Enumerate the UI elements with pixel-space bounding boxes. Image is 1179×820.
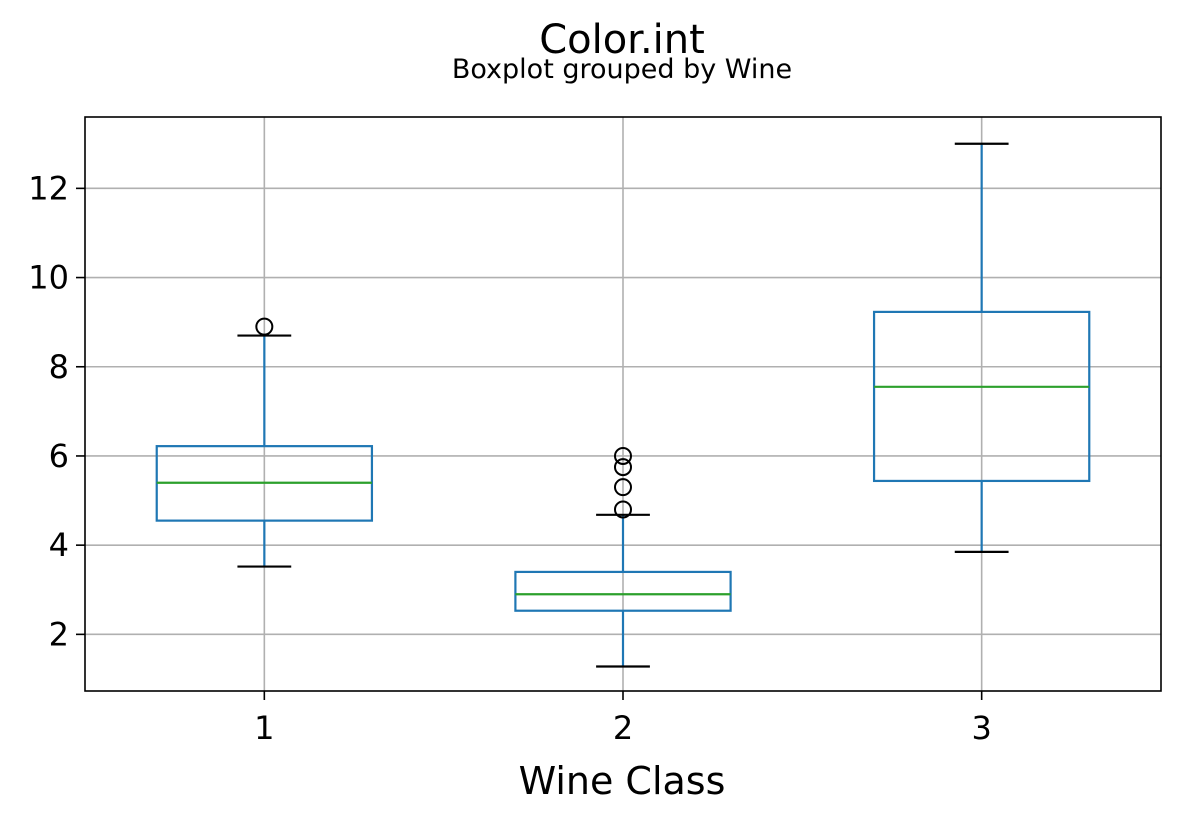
outlier-point	[614, 446, 632, 465]
x-axis-label: Wine Class	[519, 759, 726, 803]
x-tick-label: 1	[254, 709, 274, 747]
box-group-3	[872, 142, 1091, 553]
y-tick-label: 10	[28, 259, 69, 297]
grid-lines	[85, 117, 1161, 691]
boxes	[155, 142, 1091, 668]
box-group-1	[155, 317, 374, 568]
x-tick-label: 3	[971, 709, 991, 747]
outlier-point	[614, 500, 632, 519]
box-iqr	[514, 570, 732, 612]
outlier-point	[614, 458, 632, 477]
y-tick-label: 12	[28, 169, 69, 207]
outlier-point	[255, 317, 274, 336]
y-tick-label: 2	[49, 615, 69, 653]
y-tick-label: 6	[49, 437, 69, 475]
box-group-2	[514, 446, 732, 668]
chart-subtitle: Boxplot grouped by Wine	[452, 54, 792, 85]
chart-title: Color.int	[539, 17, 705, 63]
x-tick-label: 2	[613, 709, 633, 747]
y-tick-label: 8	[49, 348, 69, 386]
outlier-point	[614, 478, 632, 497]
y-tick-label: 4	[49, 526, 69, 564]
box-iqr	[872, 310, 1091, 483]
